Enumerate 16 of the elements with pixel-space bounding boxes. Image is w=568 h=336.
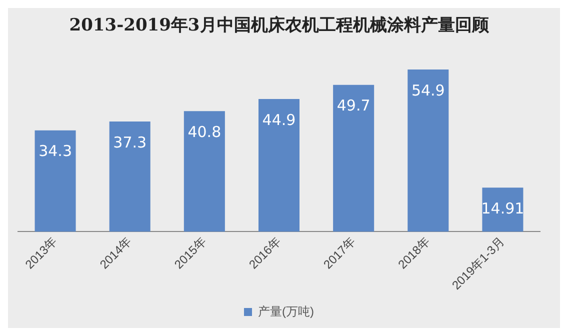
data-label: 44.9: [262, 110, 296, 129]
legend-label: 产量(万吨): [258, 304, 314, 318]
bar: [184, 111, 225, 232]
chart-title: 2013-2019年3月中国机床农机工程机械涂料产量回顾: [69, 16, 490, 36]
data-label: 37.3: [113, 133, 147, 152]
bar: [109, 121, 150, 232]
bar: [333, 84, 374, 232]
bar: [408, 69, 449, 232]
data-label: 34.3: [38, 142, 72, 160]
bar: [34, 130, 76, 232]
bar: [482, 188, 524, 232]
data-label: 54.9: [411, 81, 445, 100]
bar: [258, 99, 300, 232]
data-label: 14.91: [481, 200, 524, 218]
data-label: 40.8: [188, 123, 222, 142]
data-label: 49.7: [336, 96, 370, 115]
